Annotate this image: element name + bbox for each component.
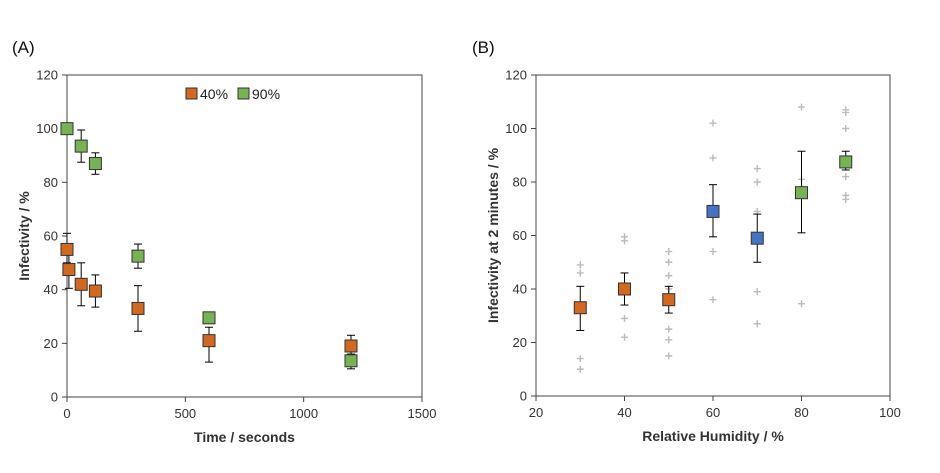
y-tick-label: 100 (36, 121, 58, 136)
x-tick-label: 1500 (408, 406, 437, 421)
x-tick-label: 0 (63, 406, 70, 421)
data-point-90pct (74, 139, 88, 153)
y-tick-label: 80 (513, 175, 527, 190)
replicate-point (665, 325, 673, 333)
x-tick-label: 60 (706, 405, 720, 420)
y-tick-label: 0 (51, 390, 58, 405)
data-point-90pct (344, 354, 358, 368)
replicate-point (798, 103, 805, 111)
x-axis-title: Time / seconds (194, 429, 295, 445)
data-point-90pct (131, 249, 145, 263)
y-tick-label: 120 (505, 68, 527, 83)
replicate-point (621, 333, 628, 341)
y-axis-title: Infectivity / % (16, 191, 32, 281)
mean-point (662, 293, 676, 307)
replicate-point (842, 173, 850, 181)
x-tick-label: 20 (529, 405, 543, 420)
replicate-point (665, 258, 673, 266)
replicate-point (665, 248, 673, 256)
mean-point (795, 186, 808, 200)
replicate-point (753, 178, 761, 186)
replicate-point (576, 261, 584, 269)
data-point-40pct (88, 284, 102, 298)
plot-frame (66, 74, 423, 398)
data-point-40pct (344, 339, 358, 353)
data-point-40pct (74, 277, 88, 291)
replicate-point (621, 314, 628, 322)
data-point-90pct (60, 122, 74, 136)
replicate-point (709, 154, 717, 162)
panel-label-b: (B) (472, 38, 495, 57)
mean-point (573, 301, 587, 315)
legend-label: 90% (252, 86, 280, 102)
legend-marker (237, 87, 250, 100)
replicate-point (753, 320, 761, 328)
y-tick-label: 40 (513, 282, 527, 297)
replicate-point (665, 272, 673, 280)
x-tick-label: 1000 (289, 406, 318, 421)
replicate-point (709, 248, 717, 256)
replicate-point (842, 125, 850, 132)
data-point-40pct (202, 334, 216, 348)
replicate-point (842, 195, 850, 203)
y-tick-label: 120 (36, 68, 58, 83)
y-tick-label: 20 (513, 335, 527, 350)
legend-label: 40% (200, 86, 228, 102)
data-point-40pct (62, 263, 76, 277)
mean-point (839, 155, 853, 169)
replicate-point (665, 352, 673, 360)
y-tick-label: 0 (520, 389, 527, 404)
chart-panel-a: 0 20 40 60 80 100 120 0 500 1000 1500 Time / second… (16, 68, 436, 446)
y-tick-label: 20 (44, 336, 58, 351)
y-tick-label: 80 (44, 175, 58, 190)
replicate-point (753, 165, 761, 173)
replicate-point (753, 288, 761, 296)
replicate-point (576, 365, 584, 373)
y-axis-title: Infectivity at 2 minutes / % (485, 147, 501, 323)
legend-marker (185, 87, 198, 100)
replicate-point (798, 300, 805, 308)
mean-point (618, 282, 631, 296)
x-axis-title: Relative Humidity / % (642, 428, 784, 444)
data-point-90pct (88, 157, 102, 171)
y-tick-label: 100 (505, 121, 527, 136)
mean-point (706, 204, 720, 218)
panel-label-a: (A) (12, 38, 35, 57)
data-point-40pct (131, 301, 145, 315)
replicate-point (709, 119, 717, 127)
replicate-point (576, 355, 584, 363)
replicate-point (576, 269, 584, 277)
mean-point (750, 231, 764, 245)
replicate-point (842, 108, 850, 116)
y-tick-label: 60 (513, 228, 527, 243)
x-tick-label: 100 (879, 405, 901, 420)
x-tick-label: 80 (794, 405, 808, 420)
replicate-point (621, 237, 628, 245)
y-tick-label: 60 (44, 229, 58, 244)
replicate-point (709, 296, 717, 304)
x-tick-label: 40 (617, 405, 631, 420)
x-tick-label: 500 (174, 406, 196, 421)
replicate-point (665, 336, 673, 344)
data-point-90pct (202, 311, 216, 325)
y-tick-label: 40 (44, 282, 58, 297)
data-point-40pct (60, 242, 74, 256)
